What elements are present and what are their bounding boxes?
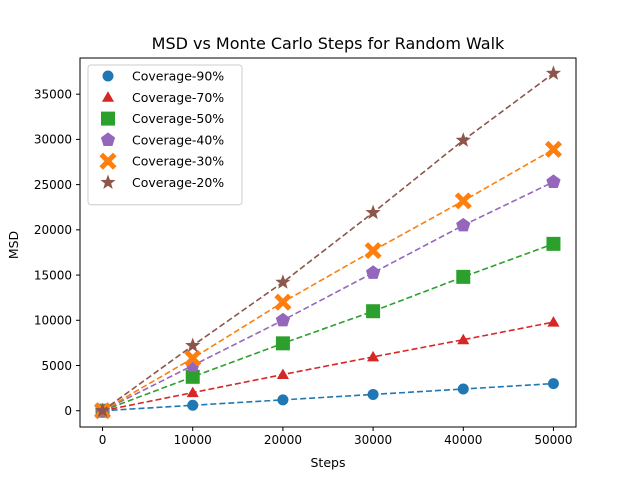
series-line-1 (102, 321, 554, 412)
plot-frame (79, 57, 577, 428)
series-2-point-1 (185, 369, 200, 384)
legend-marker-0 (102, 70, 114, 82)
series-0-point-4 (457, 383, 469, 395)
series-0-point-1 (187, 399, 199, 411)
x-tick-label-0: 0 (99, 433, 107, 447)
y-axis-label: MSD (6, 231, 21, 259)
chart-title: MSD vs Monte Carlo Steps for Random Walk (152, 34, 505, 53)
series-4-point-2 (274, 293, 292, 311)
series-2-point-5 (546, 236, 561, 251)
legend-box (87, 64, 243, 206)
x-tick-label-4: 40000 (444, 433, 482, 447)
series-line-3 (102, 181, 554, 412)
series-0-point-3 (367, 388, 379, 400)
x-tick-label-5: 50000 (534, 433, 572, 447)
legend-label-1: Coverage-70% (132, 90, 224, 105)
series-2-point-2 (275, 336, 290, 351)
series-4-point-5 (544, 140, 562, 158)
series-4-point-3 (364, 242, 382, 260)
series-5-point-4 (455, 132, 471, 147)
x-tick-label-3: 30000 (354, 433, 392, 447)
legend-marker-5 (100, 174, 116, 189)
series-line-5 (102, 72, 554, 412)
legend-marker-1 (101, 91, 115, 102)
series-5-point-5 (545, 65, 562, 80)
x-tick-label-1: 10000 (174, 433, 212, 447)
y-tick-label-4: 20000 (34, 223, 72, 237)
series-0-point-2 (277, 394, 289, 406)
series-line-2 (102, 243, 554, 412)
y-tick-label-6: 30000 (34, 133, 72, 147)
series-3-point-5 (546, 174, 561, 188)
legend-marker-3 (100, 132, 116, 146)
series-4-point-4 (454, 192, 472, 210)
series-4-point-2-b (274, 293, 292, 311)
series-3-point-2 (275, 312, 291, 327)
y-tick-label-1: 5000 (41, 359, 72, 373)
legend-label-2: Coverage-50% (132, 111, 224, 126)
legend-label-4: Coverage-30% (132, 154, 224, 169)
series-line-0 (102, 382, 554, 412)
series-4-point-4-b (454, 192, 472, 210)
legend-marker-4-b (99, 152, 117, 170)
legend-label-0: Coverage-90% (132, 69, 224, 84)
series-3-point-3 (365, 265, 381, 279)
y-tick-label-2: 10000 (34, 314, 72, 328)
series-4-point-5-b (544, 140, 562, 158)
y-tick-label-3: 15000 (34, 268, 72, 282)
series-0-point-5 (547, 378, 559, 390)
series-5-point-2 (275, 274, 291, 289)
y-tick-label-5: 25000 (34, 178, 72, 192)
legend-label-3: Coverage-40% (132, 132, 224, 147)
plot-area: 0 10000 20000 30000 40000 50000 0 5000 10000 1500… (34, 57, 577, 447)
y-tick-label-0: 0 (64, 404, 72, 418)
legend-marker-2 (101, 111, 115, 126)
series-5-point-1 (185, 337, 201, 353)
series-line-4 (102, 148, 554, 412)
series-5-point-3 (365, 204, 381, 220)
series-3-point-4 (456, 217, 471, 232)
series-4-point-1 (184, 349, 202, 367)
series-1-point-1 (186, 386, 199, 398)
series-1-point-5 (547, 316, 560, 327)
x-tick-label-2: 20000 (264, 433, 302, 447)
series-1-point-2 (276, 368, 289, 380)
legend-label-5: Coverage-20% (132, 175, 224, 190)
series-4-point-1-b (184, 349, 202, 367)
series-2-point-4 (456, 269, 471, 284)
legend-marker-4 (99, 152, 117, 170)
x-axis-label: Steps (311, 455, 346, 470)
y-tick-label-7: 35000 (34, 87, 72, 101)
series-1-point-4 (457, 333, 470, 345)
series-5-point-0 (94, 402, 111, 418)
series-1-point-3 (367, 350, 380, 362)
series-4-point-3-b (364, 242, 382, 260)
series-2-point-3 (366, 304, 381, 319)
